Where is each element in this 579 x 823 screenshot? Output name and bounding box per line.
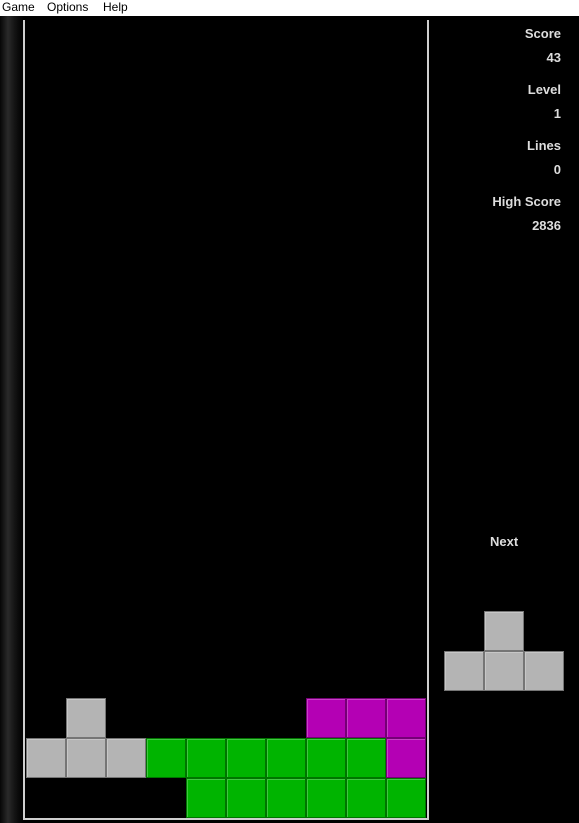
board-block xyxy=(346,698,386,738)
board-block xyxy=(226,738,266,778)
menu-options[interactable]: Options xyxy=(47,0,89,14)
high-score-value: 2836 xyxy=(532,218,561,233)
menu-help[interactable]: Help xyxy=(103,0,128,14)
menu-game[interactable]: Game xyxy=(2,0,35,14)
next-piece-preview xyxy=(444,611,564,691)
game-board xyxy=(23,20,429,820)
next-piece-block xyxy=(484,611,524,651)
board-block xyxy=(346,738,386,778)
board-block xyxy=(186,778,226,818)
score-value: 43 xyxy=(546,50,561,65)
board-block xyxy=(66,738,106,778)
board-block xyxy=(386,738,426,778)
level-value: 1 xyxy=(553,106,561,121)
next-piece-block xyxy=(484,651,524,691)
board-block xyxy=(266,778,306,818)
menu-bar: Game Options Help xyxy=(0,0,579,16)
lines-label: Lines xyxy=(527,138,561,153)
board-block xyxy=(106,738,146,778)
board-block xyxy=(26,738,66,778)
board-block xyxy=(306,698,346,738)
score-label: Score xyxy=(524,26,561,41)
next-label: Next xyxy=(490,534,519,549)
board-block xyxy=(386,778,426,818)
next-piece-block xyxy=(444,651,484,691)
board-block xyxy=(306,738,346,778)
board-block xyxy=(386,698,426,738)
board-block xyxy=(226,778,266,818)
board-block xyxy=(186,738,226,778)
lines-value: 0 xyxy=(553,162,561,177)
board-block xyxy=(266,738,306,778)
board-block xyxy=(346,778,386,818)
board-block xyxy=(66,698,106,738)
board-block xyxy=(306,778,346,818)
board-block xyxy=(146,738,186,778)
next-piece-block xyxy=(524,651,564,691)
high-score-label: High Score xyxy=(492,194,561,209)
level-label: Level xyxy=(527,82,561,97)
